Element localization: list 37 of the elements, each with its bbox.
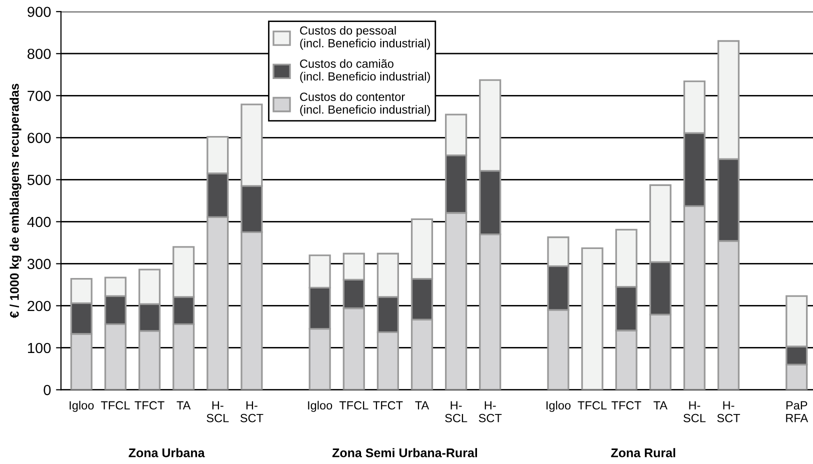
x-tick-label: TFCL [100, 401, 130, 410]
y-tick-label: 200 [28, 300, 51, 312]
y-tick-label: 400 [27, 216, 51, 228]
x-tick-label: TA [654, 401, 668, 410]
x-tick-label: H- SCT [240, 401, 264, 422]
legend-label: Custos do camião (incl. Beneficio industrial) [300, 59, 430, 83]
y-tick-label: 800 [28, 48, 51, 60]
bar [581, 247, 604, 390]
text: Zona Urbana [128, 448, 205, 458]
x-tick-label: H- SCL [445, 401, 468, 422]
text: Zona Semi Urbana-Rural [332, 448, 478, 458]
x-tick-label: H- SCT [478, 401, 502, 422]
legend-label: Custos do pessoal (incl. Beneficio industrial) [300, 26, 430, 50]
x-tick-label: TFCL [339, 401, 368, 410]
y-tick-label: 700 [28, 90, 51, 102]
x-tick-label: H- SCL [206, 401, 229, 422]
x-tick-label: H- SCL [684, 401, 706, 422]
legend-label: Custos do contentor (incl. Beneficio industrial) [300, 92, 430, 116]
y-tick-label: 500 [28, 174, 51, 186]
text: Zona Rural [611, 448, 676, 458]
x-tick-label: TA [415, 401, 430, 410]
y-tick-label: 0 [44, 384, 51, 396]
x-tick-label: Igloo [546, 400, 571, 412]
x-tick-label: Igloo [70, 400, 94, 412]
x-tick-label: TA [176, 401, 191, 410]
x-tick-label: TFCL [578, 401, 607, 410]
x-tick-label: PaP RFA [786, 401, 808, 422]
x-tick-label: H- SCT [717, 401, 740, 422]
y-tick-label: 300 [27, 258, 51, 270]
x-tick-label: TFCT [134, 401, 164, 410]
x-tick-label: TFCT [373, 401, 403, 410]
y-axis-title: € / 1000 kg de embalagens recuperadas [10, 84, 22, 318]
y-tick-label: 100 [28, 342, 51, 354]
y-tick-label: 600 [28, 132, 51, 144]
x-tick-label: Igloo [308, 400, 332, 412]
y-tick-label: 900 [28, 6, 51, 18]
x-tick-label: TFCT [612, 401, 642, 410]
